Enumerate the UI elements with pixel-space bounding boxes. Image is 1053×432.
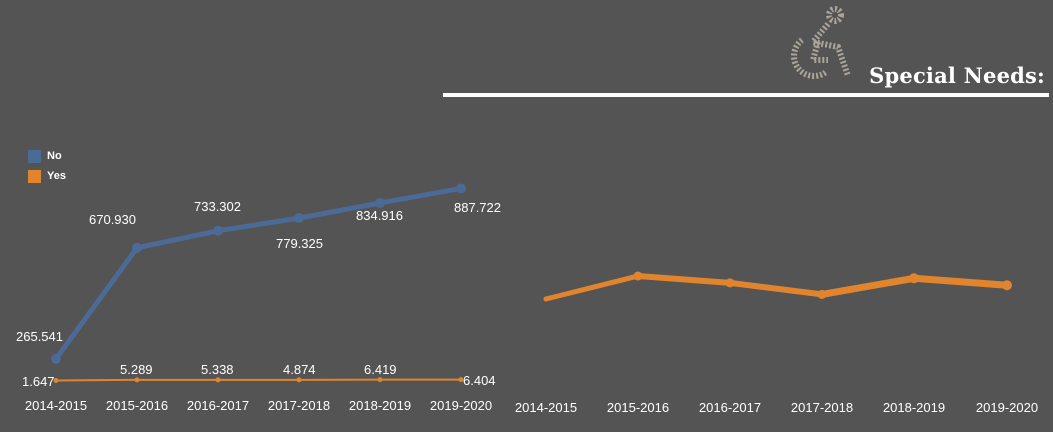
data-point-no-4: [375, 197, 385, 208]
legend-label-no: No: [47, 150, 62, 162]
wheelchair-icon: [791, 6, 851, 79]
data-point-yes-4: [377, 377, 383, 383]
data-label-no-0: 265.541: [16, 329, 63, 344]
left-line-chart: 265.541 670.930 733.302 779.325 834.916 887.7…: [16, 183, 501, 413]
data-point-no-2: [213, 225, 223, 236]
series-line-no: [53, 185, 464, 362]
x-tick-label-left-0: 2014-2015: [25, 398, 87, 413]
title-underline: [443, 93, 1049, 97]
data-label-yes-4: 6.419: [364, 362, 397, 377]
x-tick-label-left-2: 2016-2017: [187, 398, 249, 413]
series-segment-right-0: [543, 273, 641, 302]
data-point-no-0: [51, 353, 61, 364]
data-point-yes-5: [458, 377, 464, 383]
series-segment-right-3: [818, 274, 918, 298]
data-point-no-5: [456, 183, 466, 194]
data-point-right-2: [725, 278, 735, 288]
x-tick-label-right-0: 2014-2015: [515, 400, 577, 415]
chart-legend: No Yes: [28, 146, 66, 186]
x-tick-label-right-4: 2018-2019: [883, 400, 945, 415]
data-point-right-0: [543, 296, 549, 302]
x-tick-label-right-2: 2016-2017: [699, 400, 761, 415]
data-label-yes-2: 5.338: [201, 362, 234, 377]
data-point-right-4: [909, 273, 919, 284]
series-segment-right-1: [635, 273, 733, 286]
data-point-right-5: [1002, 280, 1012, 291]
x-tick-label-left-4: 2018-2019: [349, 398, 411, 413]
data-point-no-1: [132, 242, 142, 253]
x-tick-label-right-1: 2015-2016: [607, 400, 669, 415]
data-point-no-3: [294, 213, 304, 224]
x-tick-label-left-3: 2017-2018: [268, 398, 330, 413]
legend-swatch-no: [28, 149, 41, 163]
data-point-yes-0: [53, 377, 59, 383]
x-tick-label-left-1: 2015-2016: [106, 398, 168, 413]
data-label-yes-3: 4.874: [283, 362, 316, 377]
series-line-yes: [55, 378, 462, 382]
data-point-yes-3: [296, 377, 302, 383]
x-tick-label-right-5: 2019-2020: [976, 400, 1038, 415]
x-tick-label-left-5: 2019-2020: [430, 398, 492, 413]
data-label-yes-0: 1.647: [22, 374, 55, 389]
data-point-yes-1: [134, 377, 140, 383]
data-label-no-1: 670.930: [89, 212, 136, 227]
series-segment-right-2: [727, 279, 825, 298]
data-label-yes-5: 6.404: [463, 373, 496, 388]
page-title: Special Needs:: [869, 63, 1045, 88]
data-point-right-1: [633, 271, 643, 281]
data-point-right-3: [817, 289, 827, 299]
legend-label-yes: Yes: [47, 170, 66, 182]
legend-swatch-yes: [28, 169, 41, 183]
data-point-yes-2: [215, 377, 221, 383]
legend-item-yes: Yes: [28, 166, 66, 186]
data-label-no-5: 887.722: [454, 200, 501, 215]
x-tick-label-right-3: 2017-2018: [791, 400, 853, 415]
data-label-no-2: 733.302: [194, 199, 241, 214]
data-label-no-4: 834.916: [356, 208, 403, 223]
legend-item-no: No: [28, 146, 66, 166]
data-label-no-3: 779.325: [276, 236, 323, 251]
series-segment-right-4: [910, 274, 1011, 289]
data-label-yes-1: 5.289: [120, 362, 153, 377]
